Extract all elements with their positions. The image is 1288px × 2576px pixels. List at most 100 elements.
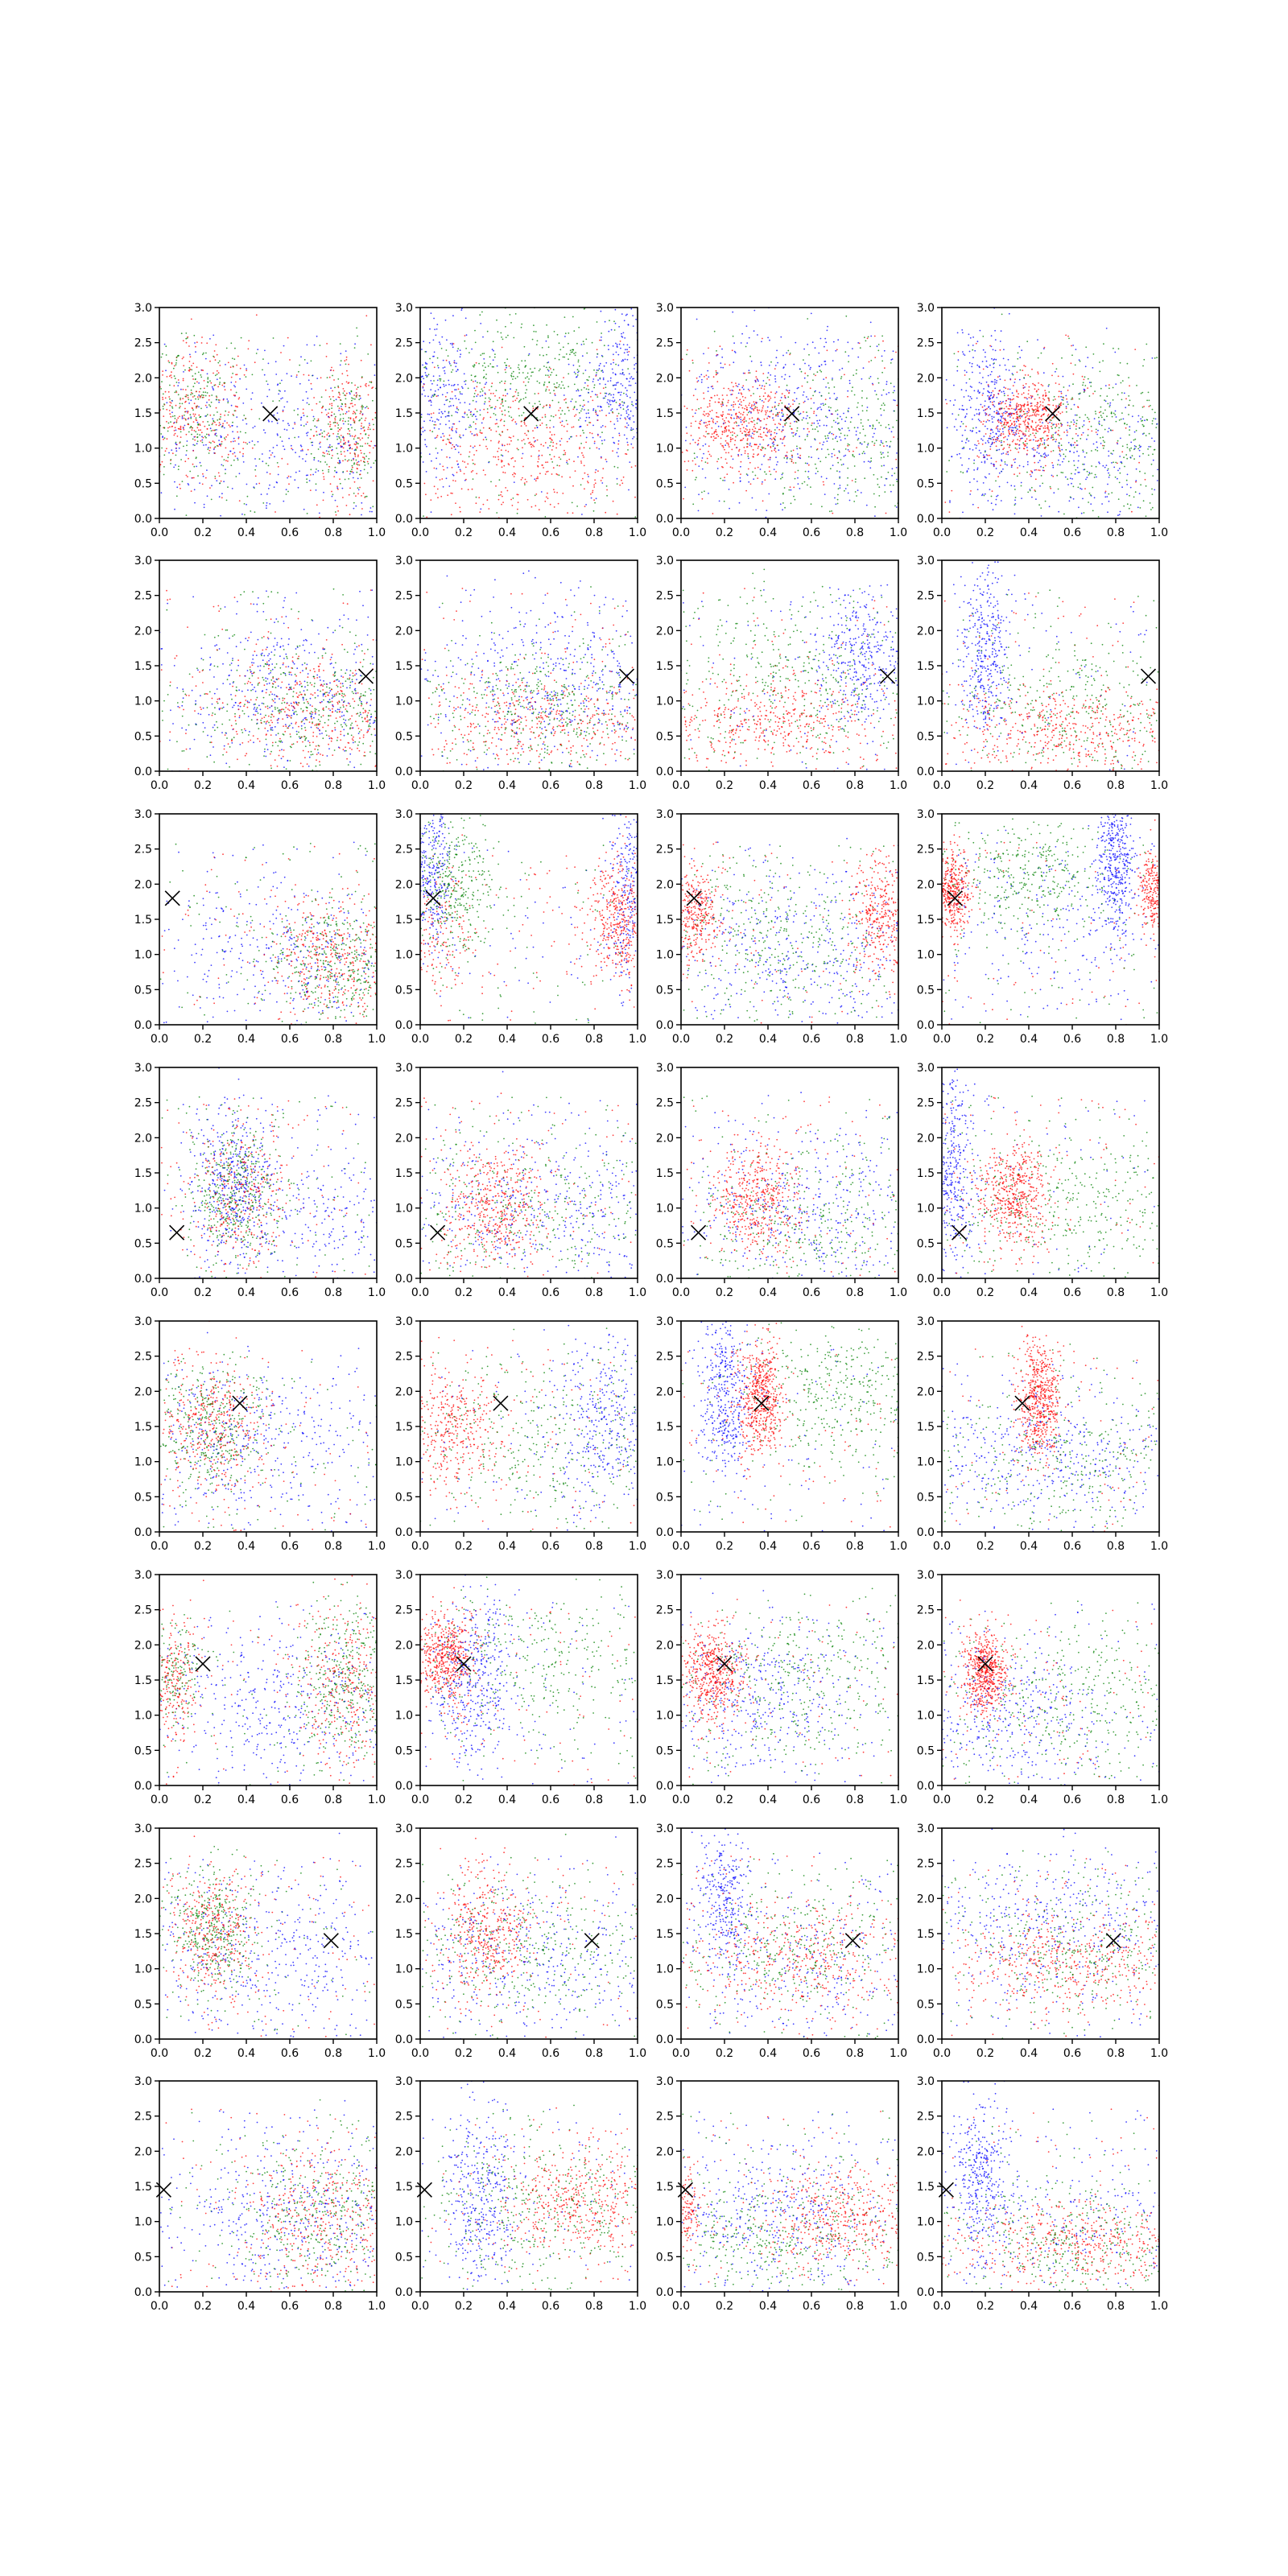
data-point-blue <box>700 419 703 421</box>
data-point-blue <box>196 465 198 468</box>
data-point-red <box>326 434 328 436</box>
data-point-red <box>767 430 770 432</box>
data-point-green <box>227 402 229 404</box>
data-point-green <box>558 386 559 388</box>
data-point-blue <box>208 447 209 449</box>
data-point-green <box>329 428 332 431</box>
data-point-blue <box>304 460 307 462</box>
data-point-red <box>516 493 518 496</box>
data-point-red <box>591 432 593 435</box>
data-point-red <box>451 429 452 431</box>
data-point-green <box>873 473 875 476</box>
data-point-green <box>543 382 546 383</box>
data-point-green <box>184 369 186 371</box>
data-point-red <box>738 411 741 414</box>
data-point-blue <box>341 445 343 448</box>
data-point-red <box>728 425 730 427</box>
data-point-red <box>725 417 728 419</box>
data-point-blue <box>1059 455 1062 457</box>
data-point-red <box>792 431 795 434</box>
data-point-green <box>881 335 883 337</box>
data-point-green <box>630 429 633 431</box>
data-point-red <box>741 393 743 395</box>
data-point-blue <box>269 450 270 452</box>
data-point-blue <box>554 394 556 396</box>
data-point-green <box>1088 492 1091 494</box>
data-point-red <box>194 439 196 441</box>
data-point-red <box>485 393 486 395</box>
data-point-red <box>502 400 503 402</box>
data-point-blue <box>459 356 461 358</box>
data-point-red <box>1117 462 1118 464</box>
data-point-blue <box>1131 415 1133 418</box>
data-point-blue <box>251 440 254 442</box>
data-point-red <box>1032 411 1034 414</box>
data-point-blue <box>219 423 221 426</box>
data-point-blue <box>760 361 762 364</box>
data-point-green <box>504 390 506 391</box>
data-point-red <box>720 403 722 406</box>
data-point-blue <box>452 474 455 477</box>
data-point-green <box>210 401 213 403</box>
data-point-green <box>350 471 352 473</box>
data-point-blue <box>184 424 186 427</box>
data-point-blue <box>452 398 453 400</box>
data-point-blue <box>759 444 761 445</box>
data-point-blue <box>1002 357 1005 360</box>
data-point-green <box>825 437 827 440</box>
data-point-green <box>510 382 512 385</box>
data-point-red <box>579 447 580 448</box>
data-point-green <box>946 471 948 473</box>
data-point-red <box>349 487 351 489</box>
data-point-blue <box>468 409 470 411</box>
data-point-red <box>1075 433 1077 435</box>
data-point-blue <box>300 356 302 358</box>
data-point-blue <box>580 344 583 345</box>
data-point-blue <box>452 423 454 425</box>
data-point-blue <box>746 474 749 477</box>
data-point-red <box>540 444 543 446</box>
data-point-green <box>196 436 199 439</box>
x-tick-label: 0.2 <box>194 526 212 539</box>
data-point-red <box>1037 431 1039 432</box>
data-point-red <box>497 450 499 452</box>
data-point-blue <box>864 452 866 455</box>
data-point-green <box>525 365 527 367</box>
data-point-red <box>733 406 734 408</box>
data-point-red <box>365 382 367 385</box>
data-point-red <box>497 456 499 458</box>
data-point-red <box>807 427 809 430</box>
data-point-blue <box>997 494 999 497</box>
data-point-red <box>367 428 369 431</box>
data-point-red <box>354 384 356 386</box>
data-point-blue <box>455 365 457 368</box>
data-point-blue <box>218 401 220 403</box>
data-point-red <box>751 417 753 419</box>
data-point-blue <box>1015 420 1018 423</box>
data-point-blue <box>448 456 451 459</box>
data-point-blue <box>989 391 991 394</box>
data-point-blue <box>1137 506 1139 509</box>
data-point-blue <box>760 364 762 366</box>
data-point-blue <box>994 329 996 332</box>
data-point-green <box>1121 462 1123 464</box>
data-point-red <box>725 429 728 431</box>
data-point-red <box>1025 427 1027 430</box>
data-point-green <box>165 345 167 348</box>
data-point-blue <box>964 442 967 444</box>
data-point-green <box>181 402 184 405</box>
data-point-blue <box>443 383 444 386</box>
data-point-blue <box>982 349 985 351</box>
data-point-blue <box>428 341 431 344</box>
data-point-red <box>1006 423 1008 424</box>
data-point-green <box>365 433 367 435</box>
data-point-blue <box>616 477 618 480</box>
data-point-blue <box>440 423 441 425</box>
data-point-green <box>321 436 324 438</box>
data-point-blue <box>617 353 620 356</box>
data-point-green <box>322 455 324 456</box>
data-point-red <box>772 413 774 415</box>
data-point-green <box>472 365 474 367</box>
data-point-blue <box>233 452 236 454</box>
data-point-green <box>549 419 551 422</box>
